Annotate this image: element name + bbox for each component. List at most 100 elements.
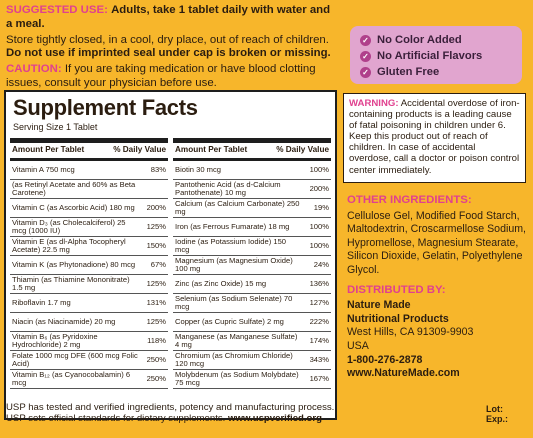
ingredients-text: Cellulose Gel, Modified Food Starch, Mal… [347, 209, 526, 276]
nutrient-row: Iodine (as Potassium Iodide) 150 mcg 100% [173, 237, 331, 256]
column-header: Amount Per Tablet % Daily Value [173, 143, 331, 161]
nutrient-row: Molybdenum (as Sodium Molybdate) 75 mcg 1… [173, 370, 331, 389]
nutrient-row: Magnesium (as Magnesium Oxide) 100 mg 24% [173, 256, 331, 275]
distributor-city: West Hills, CA 91309-9903 [347, 326, 474, 339]
usp-line-1: USP has tested and verified ingredients,… [6, 402, 335, 413]
caution-text: If you are taking medication or have blo… [6, 63, 316, 89]
check-icon: ✓ [360, 34, 371, 46]
serving-size: Serving Size 1 Tablet [13, 122, 98, 132]
column-header: Amount Per Tablet % Daily Value [10, 143, 168, 161]
nutrient-name: Selenium (as Sodium Selenate) 70 mcg [175, 293, 293, 311]
nutrient-name: Zinc (as Zinc Oxide) 15 mg [175, 278, 267, 288]
nutrient-dv: 167% [309, 373, 329, 383]
usp-url: www.uspverified.org [228, 413, 323, 424]
nutrient-name: Vitamin B₆ (as Pyridoxine Hydrochloride)… [12, 331, 98, 349]
nutrient-row: Riboflavin 1.7 mg 131% [10, 294, 168, 313]
suggested-use-label: SUGGESTED USE: [6, 4, 108, 16]
lot-exp: Lot: Exp.: [486, 404, 508, 424]
nutrient-name: Vitamin C (as Ascorbic Acid) 180 mg [12, 202, 135, 212]
storage-text: Store tightly closed, in a cool, dry pla… [6, 33, 329, 46]
claims-badge: ✓ No Color Added ✓ No Artificial Flavors ✓… [350, 26, 522, 84]
nutrient-dv: 131% [146, 297, 166, 307]
facts-column-left: Amount Per Tablet % Daily Value Vitamin A… [10, 138, 168, 389]
nutrient-row: Iron (as Ferrous Fumarate) 18 mg 100% [173, 218, 331, 237]
nutrient-row: Manganese (as Manganese Sulfate) 4 mg 174… [173, 332, 331, 351]
nutrient-dv: 200% [146, 202, 166, 212]
nutrient-dv: 125% [146, 278, 166, 288]
caution-label: CAUTION: [6, 63, 62, 76]
nutrient-row: Chromium (as Chromium Chloride) 120 mcg 3… [173, 351, 331, 370]
claim-item: ✓ Gluten Free [360, 64, 522, 80]
nutrient-row: Zinc (as Zinc Oxide) 15 mg 136% [173, 275, 331, 294]
nutrient-name: Vitamin E (as dl-Alpha Tocopheryl Acetat… [12, 236, 126, 254]
nutrient-name: Vitamin A 750 mcg [12, 164, 75, 174]
nutrient-name: Vitamin K (as Phytonadione) 80 mcg [12, 259, 136, 269]
distributed-by-label: DISTRIBUTED BY: [347, 283, 446, 296]
check-icon: ✓ [360, 66, 371, 78]
nutrient-name: Manganese (as Manganese Sulfate) 4 mg [175, 331, 298, 349]
nutrient-dv: 19% [313, 202, 329, 212]
nutrient-name: Folate 1000 mcg DFE (600 mcg Folic Acid) [12, 350, 138, 368]
check-icon: ✓ [360, 50, 371, 62]
nutrient-name: Biotin 30 mcg [175, 164, 222, 174]
supplement-facts-panel: Supplement Facts Serving Size 1 Tablet A… [4, 90, 337, 420]
facts-column-right: Amount Per Tablet % Daily Value Biotin 30… [173, 138, 331, 389]
nutrient-name: Calcium (as Calcium Carbonate) 250 mg [175, 198, 300, 216]
dv-header: % Daily Value [113, 145, 166, 154]
claim-label: Gluten Free [377, 66, 440, 78]
usage-section: SUGGESTED USE: Adults, take 1 tablet dai… [6, 4, 336, 93]
nutrient-dv: 100% [309, 221, 329, 231]
distributor-web: www.NatureMade.com [347, 367, 460, 380]
nutrient-dv: 67% [150, 259, 166, 269]
nutrient-name: (as Retinyl Acetate and 60% as Beta Caro… [12, 179, 136, 197]
usp-line-2: USP sets official standards for dietary … [6, 413, 334, 424]
nutrient-dv: 136% [309, 278, 329, 288]
nutrient-name: Riboflavin 1.7 mg [12, 297, 71, 307]
nutrient-name: Magnesium (as Magnesium Oxide) 100 mg [175, 255, 293, 273]
usp-footer: USP has tested and verified ingredients,… [6, 402, 334, 424]
nutrient-dv: 125% [146, 221, 166, 231]
warning-label: WARNING: [349, 98, 399, 109]
nutrient-row: Vitamin B₁₂ (as Cyanocobalamin) 6 mcg 250… [10, 370, 168, 389]
facts-title: Supplement Facts [13, 95, 198, 120]
iron-warning-box: WARNING: Accidental overdose of iron-con… [343, 93, 526, 183]
nutrient-dv: 125% [146, 316, 166, 326]
nutrient-dv: 100% [309, 164, 329, 174]
nutrient-name: Pantothenic Acid (as d-Calcium Pantothen… [175, 179, 281, 197]
nutrient-dv: 127% [309, 297, 329, 307]
nutrient-name: Vitamin D₃ (as Cholecalciferol) 25 mcg (… [12, 217, 126, 235]
usp-line-2-text: USP sets official standards for dietary … [6, 413, 229, 424]
claim-label: No Artificial Flavors [377, 50, 483, 62]
amount-header: Amount Per Tablet [12, 145, 85, 154]
nutrient-row: Vitamin E (as dl-Alpha Tocopheryl Acetat… [10, 237, 168, 256]
nutrient-dv: 118% [147, 335, 166, 345]
nutrient-dv: 250% [146, 354, 166, 364]
claim-item: ✓ No Artificial Flavors [360, 48, 522, 64]
nutrient-row: Folate 1000 mcg DFE (600 mcg Folic Acid)… [10, 351, 168, 370]
distributor-name-1: Nature Made [347, 299, 411, 312]
suggested-use-text: Adults, take 1 tablet daily with water a… [6, 4, 331, 30]
distributor-phone: 1-800-276-2878 [347, 353, 423, 366]
nutrient-dv: 83% [150, 164, 166, 174]
nutrient-row: Selenium (as Sodium Selenate) 70 mcg 127% [173, 294, 331, 313]
nutrient-name: Chromium (as Chromium Chloride) 120 mcg [175, 350, 293, 368]
seal-warning: Do not use if imprinted seal under cap i… [6, 47, 331, 60]
nutrient-name: Copper (as Cupric Sulfate) 2 mg [175, 316, 284, 326]
distributor-country: USA [347, 339, 369, 352]
claim-label: No Color Added [377, 34, 462, 46]
claim-item: ✓ No Color Added [360, 32, 522, 48]
lot-label: Lot: [486, 404, 503, 414]
nutrient-name: Iodine (as Potassium Iodide) 150 mcg [175, 236, 287, 254]
nutrient-name: Niacin (as Niacinamide) 20 mg [12, 316, 116, 326]
distributor-name-2: Nutritional Products [347, 312, 449, 325]
nutrient-row: Vitamin A 750 mcg 83% [10, 161, 168, 180]
nutrient-row: Biotin 30 mcg 100% [173, 161, 331, 180]
nutrient-name: Thiamin (as Thiamine Mononitrate) 1.5 mg [12, 274, 130, 292]
amount-header: Amount Per Tablet [175, 145, 248, 154]
nutrient-dv: 343% [309, 354, 329, 364]
nutrient-dv: 150% [146, 240, 166, 250]
exp-label: Exp.: [486, 414, 509, 424]
nutrient-dv: 100% [309, 240, 329, 250]
nutrient-dv: 250% [146, 373, 166, 383]
nutrient-row: Pantothenic Acid (as d-Calcium Pantothen… [173, 180, 331, 199]
